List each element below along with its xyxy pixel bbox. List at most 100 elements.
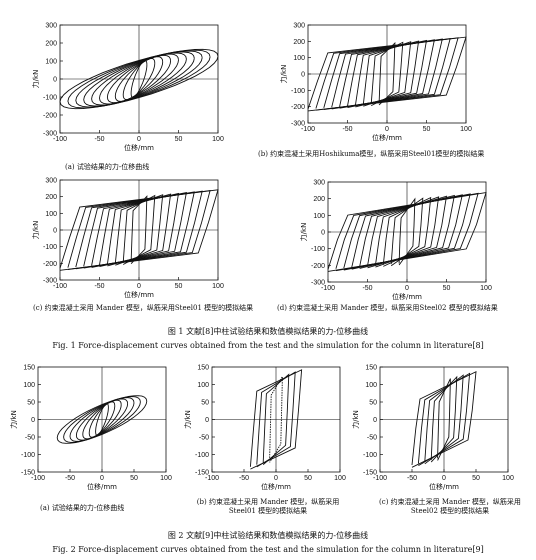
x-tick-label: -100: [53, 136, 67, 143]
x-tick-label: -50: [94, 283, 104, 290]
hysteresis-loop-1b: [347, 39, 428, 109]
figure1-panel-b: -100 -50 0 50 100 -300 -200 -100 0 100 200 300 位移/mm…: [278, 15, 488, 175]
figure2-panel-a: -100 -50 0 50 100 -150 -100 -50 0 50 100 150 位移/mm 力/…: [9, 362, 175, 492]
y-tick-label: -150: [21, 470, 35, 477]
y-tick-label: 200: [293, 39, 305, 46]
x-tick-label: -50: [407, 475, 417, 482]
y-axis-label: 力/kN: [9, 410, 18, 429]
hysteresis-chart-2c: -100 -50 0 50 100-150-100-50050100150位移/mm力/…: [351, 365, 514, 492]
hysteresis-loop-1d: [382, 196, 432, 267]
hysteresis-loop-1d: [359, 194, 455, 269]
x-axis-label: 位移/mm: [124, 290, 154, 299]
x-tick-label: 0: [405, 285, 409, 292]
x-tick-label: 100: [480, 285, 492, 292]
hysteresis-loop-1d: [398, 197, 416, 266]
y-tick-label: 0: [321, 230, 325, 237]
y-tick-label: 50: [201, 400, 209, 407]
hysteresis-loop-1d: [374, 196, 440, 268]
y-tick-label: 300: [293, 23, 305, 30]
y-tick-label: 100: [45, 59, 57, 66]
y-tick-label: -100: [363, 452, 377, 459]
hysteresis-loop-2b: [249, 369, 303, 470]
y-axis-label: 力/kN: [351, 410, 360, 429]
x-axis-label: 位移/mm: [87, 482, 117, 491]
hysteresis-loop-1d: [367, 195, 448, 269]
x-tick-label: 0: [442, 475, 446, 482]
y-tick-label: 0: [31, 417, 35, 424]
x-tick-label: 100: [460, 126, 472, 133]
caption-2c: (c) 约束混凝土采用 Mander 模型，纵筋采用Steel02 模型的模拟结…: [379, 498, 521, 515]
y-tick-label: 150: [23, 365, 35, 372]
hysteresis-chart-1d: -100 -50 0 50 100 -300 -200 -100 0 100 200 300 位移/mm…: [299, 180, 492, 302]
x-tick-label: 50: [472, 475, 480, 482]
x-tick-label: 100: [160, 475, 172, 482]
caption-2b: (b) 约束混凝土采用 Mander 模型，纵筋采用Steel01 模型的模拟结…: [196, 498, 340, 515]
hysteresis-loop-1c: [122, 194, 156, 265]
y-tick-label: -200: [291, 104, 305, 111]
x-tick-label: 100: [334, 475, 346, 482]
y-tick-label: 0: [301, 72, 305, 79]
figure1-caption-en: Fig. 1 Force-displacement curves obtaine…: [52, 341, 484, 350]
y-tick-label: 150: [365, 365, 377, 372]
hysteresis-loop-1c: [130, 195, 148, 265]
y-tick-label: 100: [293, 55, 305, 62]
y-tick-label: 200: [45, 41, 57, 48]
y-axis-label: 力/kN: [279, 65, 288, 84]
hysteresis-loop-2b: [256, 371, 296, 468]
hysteresis-loop-1d: [390, 197, 424, 267]
x-tick-label: 50: [175, 136, 183, 143]
y-tick-label: 100: [45, 211, 57, 218]
x-tick-label: -50: [239, 475, 249, 482]
x-tick-label: -50: [94, 136, 104, 143]
hysteresis-loop-2c: [417, 372, 471, 466]
figure2-caption-cn: 图 2 文献[9]中柱试验结果和数值模拟结果的力-位移曲线: [167, 531, 369, 540]
x-axis-label: 位移/mm: [124, 143, 154, 152]
y-tick-label: 0: [53, 77, 57, 84]
caption-1b: (b) 约束混凝土采用Hoshikuma模型，纵筋采用Steel01模型的模拟结…: [258, 150, 485, 158]
caption-2a: (a) 试验结果的力-位移曲线: [40, 504, 125, 512]
figure1-panel-c: -100 -50 0 50 100 -300 -200 -100 0 100 200 300 位移/mm…: [22, 170, 232, 320]
y-tick-label: -200: [43, 261, 57, 268]
hysteresis-loop-1b: [354, 40, 420, 108]
y-tick-label: -100: [291, 88, 305, 95]
x-tick-label: 0: [100, 475, 104, 482]
hysteresis-loop-1b: [378, 42, 396, 106]
x-tick-label: 100: [502, 475, 514, 482]
hysteresis-chart-1c: -100 -50 0 50 100 -300 -200 -100 0 100 200 300 位移/mm…: [31, 178, 224, 300]
y-axis-label: 力/kN: [31, 221, 40, 240]
hysteresis-loop-2b: [269, 374, 283, 463]
x-tick-label: -100: [53, 283, 67, 290]
y-tick-label: -300: [311, 280, 325, 287]
y-axis-label: 力/kN: [299, 223, 308, 242]
y-tick-label: -100: [195, 452, 209, 459]
y-tick-label: 200: [313, 196, 325, 203]
y-tick-label: -100: [43, 244, 57, 251]
x-axis-label: 位移/mm: [261, 482, 291, 491]
hysteresis-loop-1d: [343, 193, 471, 271]
y-tick-label: -150: [195, 470, 209, 477]
x-tick-label: 50: [304, 475, 312, 482]
y-tick-label: 100: [23, 382, 35, 389]
x-tick-label: -50: [65, 475, 75, 482]
figure1-caption-cn: 图 1 文献[8]中柱试验结果和数值模拟结果的力-位移曲线: [167, 327, 369, 336]
x-tick-label: -50: [342, 126, 352, 133]
y-tick-label: 200: [45, 194, 57, 201]
hysteresis-chart-2a: -100 -50 0 50 100-150-100-50050100150位移/mm力/…: [9, 365, 172, 492]
figure2-caption-en: Fig. 2 Force-displacement curves obtaine…: [52, 545, 484, 554]
y-tick-label: 0: [373, 417, 377, 424]
hysteresis-loop-1c: [106, 193, 172, 267]
hysteresis-loop-1d: [351, 194, 463, 270]
y-tick-label: 100: [365, 382, 377, 389]
hysteresis-loop-1c: [114, 194, 164, 266]
y-axis-label: 力/kN: [183, 410, 192, 429]
x-tick-label: 0: [274, 475, 278, 482]
y-axis-label: 力/kN: [31, 70, 40, 89]
y-tick-label: 50: [27, 400, 35, 407]
hysteresis-loop-1d: [335, 192, 479, 272]
y-tick-label: -50: [199, 435, 209, 442]
x-axis-label: 位移/mm: [372, 133, 402, 142]
y-tick-label: -50: [25, 435, 35, 442]
x-tick-label: -100: [31, 475, 45, 482]
x-axis-label: 位移/mm: [429, 482, 459, 491]
y-tick-label: -150: [363, 470, 377, 477]
